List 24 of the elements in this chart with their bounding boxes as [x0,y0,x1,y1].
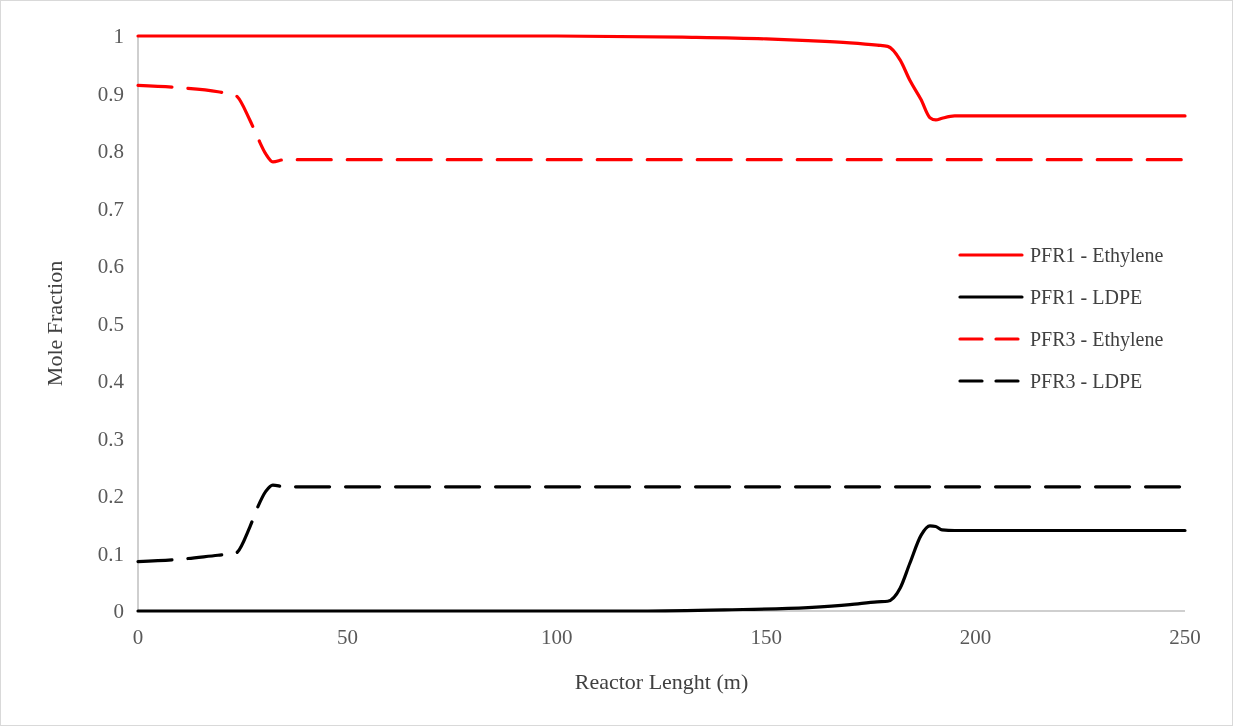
legend-label: PFR1 - LDPE [1030,286,1143,308]
y-tick-label: 0.7 [97,196,124,221]
y-tick-label: 0.2 [97,484,124,509]
x-tick-label: 150 [750,625,782,649]
x-tick-label: 50 [336,625,358,649]
y-tick-label: 0 [113,599,124,624]
y-tick-label: 0.1 [97,541,124,566]
y-tick-label: 0.6 [97,254,124,279]
x-tick-label: 250 [1169,625,1201,649]
y-axis-title: Mole Fraction [42,260,67,387]
y-tick-label: 0.8 [97,139,124,164]
y-tick-label: 0.4 [97,369,125,394]
x-axis-title: Reactor Lenght (m) [574,669,749,694]
x-tick-label: 100 [541,625,573,649]
y-tick-label: 1 [113,24,124,49]
y-tick-label: 0.9 [97,81,124,106]
y-tick-label: 0.3 [97,426,124,451]
y-tick-label: 0.5 [97,311,124,336]
x-tick-label: 0 [132,625,144,649]
x-tick-label: 200 [959,625,992,649]
legend-label: PFR3 - LDPE [1030,370,1143,392]
line-series [136,34,1187,122]
legend-label: PFR1 - Ethylene [1030,244,1164,267]
legend-label: PFR3 - Ethylene [1030,328,1164,351]
